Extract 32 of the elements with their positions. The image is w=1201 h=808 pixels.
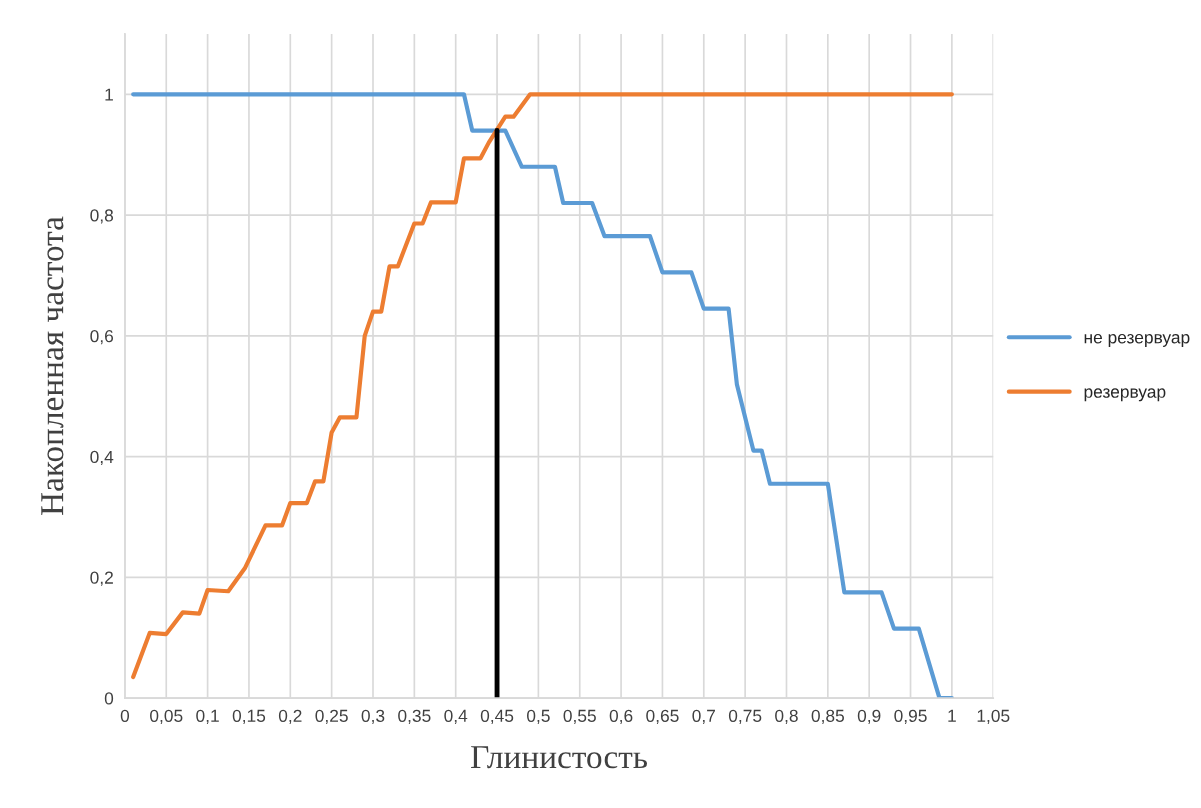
x-tick-label: 0 bbox=[120, 709, 130, 722]
x-tick-label: 0,65 bbox=[646, 709, 679, 725]
x-tick-label: 0,15 bbox=[232, 709, 266, 725]
x-tick-label: 0,1 bbox=[196, 709, 219, 725]
x-tick-label: 0,6 bbox=[609, 709, 633, 725]
x-tick-label: 0,4 bbox=[444, 709, 468, 725]
x-tick-label: 0,3 bbox=[361, 709, 385, 725]
legend-label: не резервуар bbox=[1084, 333, 1190, 347]
x-tick-label: 1,05 bbox=[977, 709, 1010, 725]
y-tick-label: 0,4 bbox=[90, 450, 114, 466]
x-tick-label: 0,25 bbox=[315, 709, 348, 725]
x-tick-label: 0,95 bbox=[894, 709, 927, 725]
y-tick-label: 0,2 bbox=[90, 571, 113, 586]
x-tick-label: 0,8 bbox=[775, 709, 798, 725]
y-tick-label: 0,8 bbox=[90, 209, 114, 224]
y-tick-label: 0,6 bbox=[90, 330, 114, 345]
x-tick-label: 0,5 bbox=[527, 709, 550, 725]
legend-label: резервуар bbox=[1084, 388, 1166, 402]
x-tick-label: 0,45 bbox=[480, 709, 514, 725]
x-tick-label: 0,55 bbox=[563, 709, 596, 725]
x-tick-label: 0,35 bbox=[398, 709, 431, 725]
x-tick-label: 0,7 bbox=[692, 709, 715, 725]
y-tick-label: 1 bbox=[105, 88, 113, 101]
x-tick-label: 1 bbox=[948, 709, 956, 722]
x-tick-label: 0,85 bbox=[811, 709, 844, 725]
x-axis-title: Глинистость bbox=[471, 746, 647, 769]
x-tick-label: 0,9 bbox=[857, 709, 881, 725]
x-tick-label: 0,2 bbox=[278, 709, 302, 725]
x-tick-label: 0,75 bbox=[728, 709, 762, 725]
y-tick-label: 0 bbox=[104, 692, 114, 705]
y-axis-title: Накопленная частота bbox=[41, 216, 64, 516]
x-tick-label: 0,05 bbox=[150, 709, 183, 725]
